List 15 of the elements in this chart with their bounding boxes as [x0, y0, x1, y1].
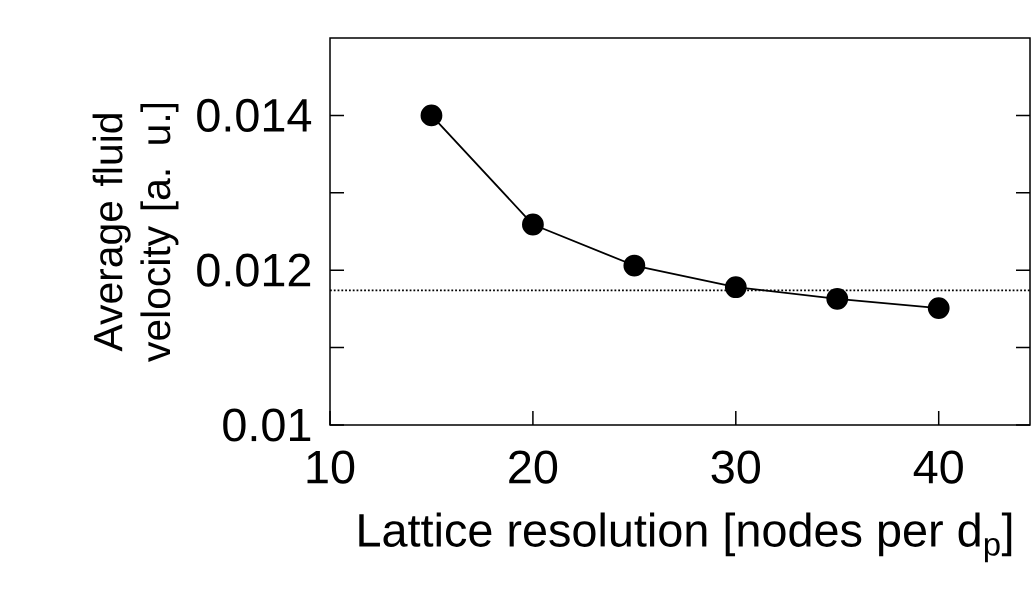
x-tick-label: 10 — [307, 450, 355, 484]
x-tick-label: 40 — [913, 450, 963, 484]
point — [927, 297, 950, 320]
y-axis-title: Average fluid velocity [a. u.] — [92, 103, 179, 362]
point — [420, 104, 443, 127]
point — [724, 276, 747, 299]
x-tick-label: 20 — [509, 450, 558, 484]
y-tick-label: 0.01 — [223, 408, 311, 442]
x-axis-title: Lattice resolution [nodes per d$_{p}$] — [359, 512, 1012, 563]
point — [522, 213, 544, 236]
y-tick-label: 0.014 — [197, 98, 312, 132]
point — [826, 287, 849, 310]
y-tick-label: 0.012 — [197, 253, 311, 287]
x-tick-label: 30 — [711, 450, 761, 484]
point — [623, 254, 646, 277]
